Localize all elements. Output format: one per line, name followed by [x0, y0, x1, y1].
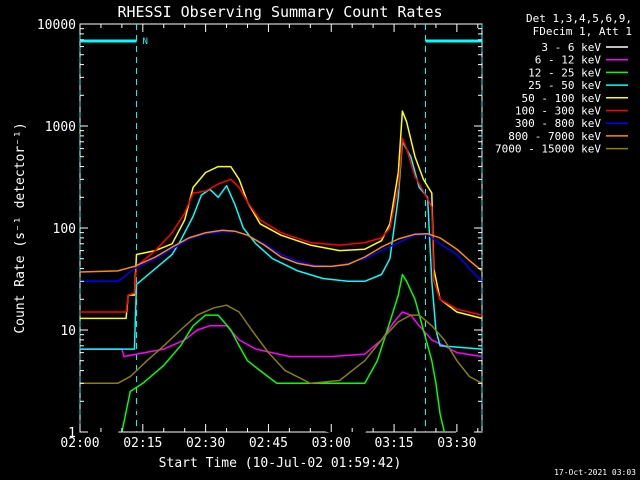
y-tick-label: 1	[68, 426, 76, 441]
series-line-100-300-kev	[80, 137, 483, 316]
series-line-3-6-kev	[80, 329, 482, 433]
x-tick-label: 02:45	[249, 436, 288, 451]
y-axis-label: Count Rate (s⁻¹ detector⁻¹)	[13, 122, 28, 333]
series-line-300-800-kev	[80, 230, 483, 283]
legend-label: 50 - 100 keV	[522, 92, 602, 105]
legend-label: 800 - 7000 keV	[508, 130, 601, 143]
footer-date: 17-Oct-2021 03:03	[554, 468, 636, 477]
night-marker-label: N	[143, 37, 148, 47]
y-axis-tick-labels: 1 10 100 1000 10000	[37, 18, 76, 441]
y-tick-label: 100	[53, 222, 76, 237]
legend-label: 12 - 25 keV	[528, 66, 601, 79]
y-tick-label: 1000	[45, 120, 76, 135]
legend-label: 7000 - 15000 keV	[495, 143, 601, 156]
legend: Det 1,3,4,5,6,9, FDecim 1, Att 1 3 - 6 k…	[495, 12, 632, 156]
x-tick-label: 02:30	[186, 436, 225, 451]
series-lines	[79, 110, 483, 433]
legend-label: 300 - 800 keV	[515, 117, 601, 130]
legend-label: 100 - 300 keV	[515, 105, 601, 118]
series-line-6-12-kev	[80, 311, 483, 358]
legend-header-line-2: FDecim 1, Att 1	[533, 25, 632, 38]
x-tick-label: 03:00	[312, 436, 351, 451]
legend-label: 25 - 50 keV	[528, 79, 601, 92]
y-tick-label: 10000	[37, 18, 76, 33]
y-tick-label: 10	[60, 324, 76, 339]
x-tick-label: 02:00	[60, 436, 99, 451]
series-line-12-25-kev	[121, 273, 446, 433]
legend-label: 3 - 6 keV	[541, 41, 601, 54]
axis-ticks	[79, 23, 482, 433]
series-line-7000-15000-kev	[80, 304, 483, 385]
x-tick-label: 03:15	[374, 436, 413, 451]
legend-header-line-1: Det 1,3,4,5,6,9,	[526, 12, 632, 25]
plot-area: N	[79, 23, 483, 433]
x-axis-tick-labels: 02:00 02:15 02:30 02:45 03:00 03:15 03:30	[60, 436, 476, 451]
x-tick-label: 03:30	[437, 436, 476, 451]
legend-label: 6 - 12 keV	[535, 54, 602, 67]
series-line-800-7000-kev	[79, 229, 483, 273]
x-axis-label: Start Time (10-Jul-02 01:59:42)	[159, 456, 402, 471]
x-tick-label: 02:15	[123, 436, 162, 451]
chart-title: RHESSI Observing Summary Count Rates	[117, 3, 442, 21]
